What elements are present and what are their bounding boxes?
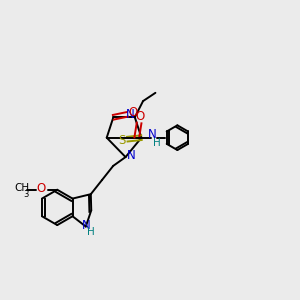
Text: N: N (148, 128, 156, 141)
Text: H: H (87, 227, 95, 237)
Text: CH: CH (14, 183, 29, 193)
Text: O: O (128, 106, 137, 119)
Text: 3: 3 (23, 190, 28, 199)
Text: H: H (153, 138, 160, 148)
Text: N: N (127, 149, 135, 162)
Text: N: N (82, 219, 91, 232)
Text: S: S (118, 134, 126, 147)
Text: O: O (135, 110, 144, 123)
Text: N: N (126, 108, 135, 122)
Text: O: O (36, 182, 46, 195)
